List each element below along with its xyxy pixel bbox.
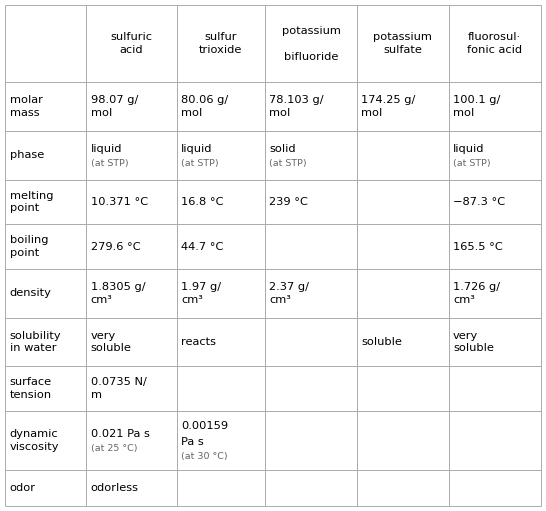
Text: 1.8305 g/
cm³: 1.8305 g/ cm³ bbox=[91, 282, 145, 305]
Text: 16.8 °C: 16.8 °C bbox=[181, 197, 223, 207]
Text: very
soluble: very soluble bbox=[453, 331, 494, 353]
Text: fluorosul·
fonic acid: fluorosul· fonic acid bbox=[467, 32, 522, 55]
Text: 44.7 °C: 44.7 °C bbox=[181, 242, 223, 251]
Text: 10.371 °C: 10.371 °C bbox=[91, 197, 148, 207]
Text: (at STP): (at STP) bbox=[91, 159, 128, 168]
Text: potassium

bifluoride: potassium bifluoride bbox=[282, 26, 340, 62]
Text: 165.5 °C: 165.5 °C bbox=[453, 242, 503, 251]
Text: soluble: soluble bbox=[361, 337, 402, 347]
Text: 98.07 g/
mol: 98.07 g/ mol bbox=[91, 95, 138, 118]
Text: dynamic
viscosity: dynamic viscosity bbox=[10, 429, 60, 452]
Text: 239 °C: 239 °C bbox=[269, 197, 308, 207]
Text: 0.021 Pa s: 0.021 Pa s bbox=[91, 429, 150, 439]
Text: 78.103 g/
mol: 78.103 g/ mol bbox=[269, 95, 324, 118]
Text: −87.3 °C: −87.3 °C bbox=[453, 197, 505, 207]
Text: odorless: odorless bbox=[91, 483, 139, 493]
Text: solid: solid bbox=[269, 144, 296, 154]
Text: 1.97 g/
cm³: 1.97 g/ cm³ bbox=[181, 282, 221, 305]
Text: 80.06 g/
mol: 80.06 g/ mol bbox=[181, 95, 228, 118]
Text: boiling
point: boiling point bbox=[10, 235, 49, 258]
Text: 279.6 °C: 279.6 °C bbox=[91, 242, 140, 251]
Text: 0.00159: 0.00159 bbox=[181, 421, 228, 431]
Text: solubility
in water: solubility in water bbox=[10, 331, 62, 353]
Text: very
soluble: very soluble bbox=[91, 331, 132, 353]
Text: phase: phase bbox=[10, 150, 44, 160]
Text: liquid: liquid bbox=[181, 144, 212, 154]
Text: sulfur
trioxide: sulfur trioxide bbox=[199, 32, 242, 55]
Text: melting
point: melting point bbox=[10, 191, 54, 214]
Text: odor: odor bbox=[10, 483, 36, 493]
Text: 0.0735 N/
m: 0.0735 N/ m bbox=[91, 377, 146, 400]
Text: 100.1 g/
mol: 100.1 g/ mol bbox=[453, 95, 501, 118]
Text: 174.25 g/
mol: 174.25 g/ mol bbox=[361, 95, 416, 118]
Text: (at 25 °C): (at 25 °C) bbox=[91, 444, 137, 453]
Text: 1.726 g/
cm³: 1.726 g/ cm³ bbox=[453, 282, 500, 305]
Text: molar
mass: molar mass bbox=[10, 95, 43, 118]
Text: surface
tension: surface tension bbox=[10, 377, 52, 400]
Text: (at STP): (at STP) bbox=[181, 159, 218, 168]
Text: liquid: liquid bbox=[91, 144, 122, 154]
Text: Pa s: Pa s bbox=[181, 437, 204, 447]
Text: reacts: reacts bbox=[181, 337, 216, 347]
Text: sulfuric
acid: sulfuric acid bbox=[110, 32, 152, 55]
Text: liquid: liquid bbox=[453, 144, 485, 154]
Text: (at 30 °C): (at 30 °C) bbox=[181, 452, 228, 461]
Text: 2.37 g/
cm³: 2.37 g/ cm³ bbox=[269, 282, 310, 305]
Text: (at STP): (at STP) bbox=[269, 159, 307, 168]
Text: density: density bbox=[10, 288, 52, 298]
Text: (at STP): (at STP) bbox=[453, 159, 491, 168]
Text: potassium
sulfate: potassium sulfate bbox=[373, 32, 432, 55]
